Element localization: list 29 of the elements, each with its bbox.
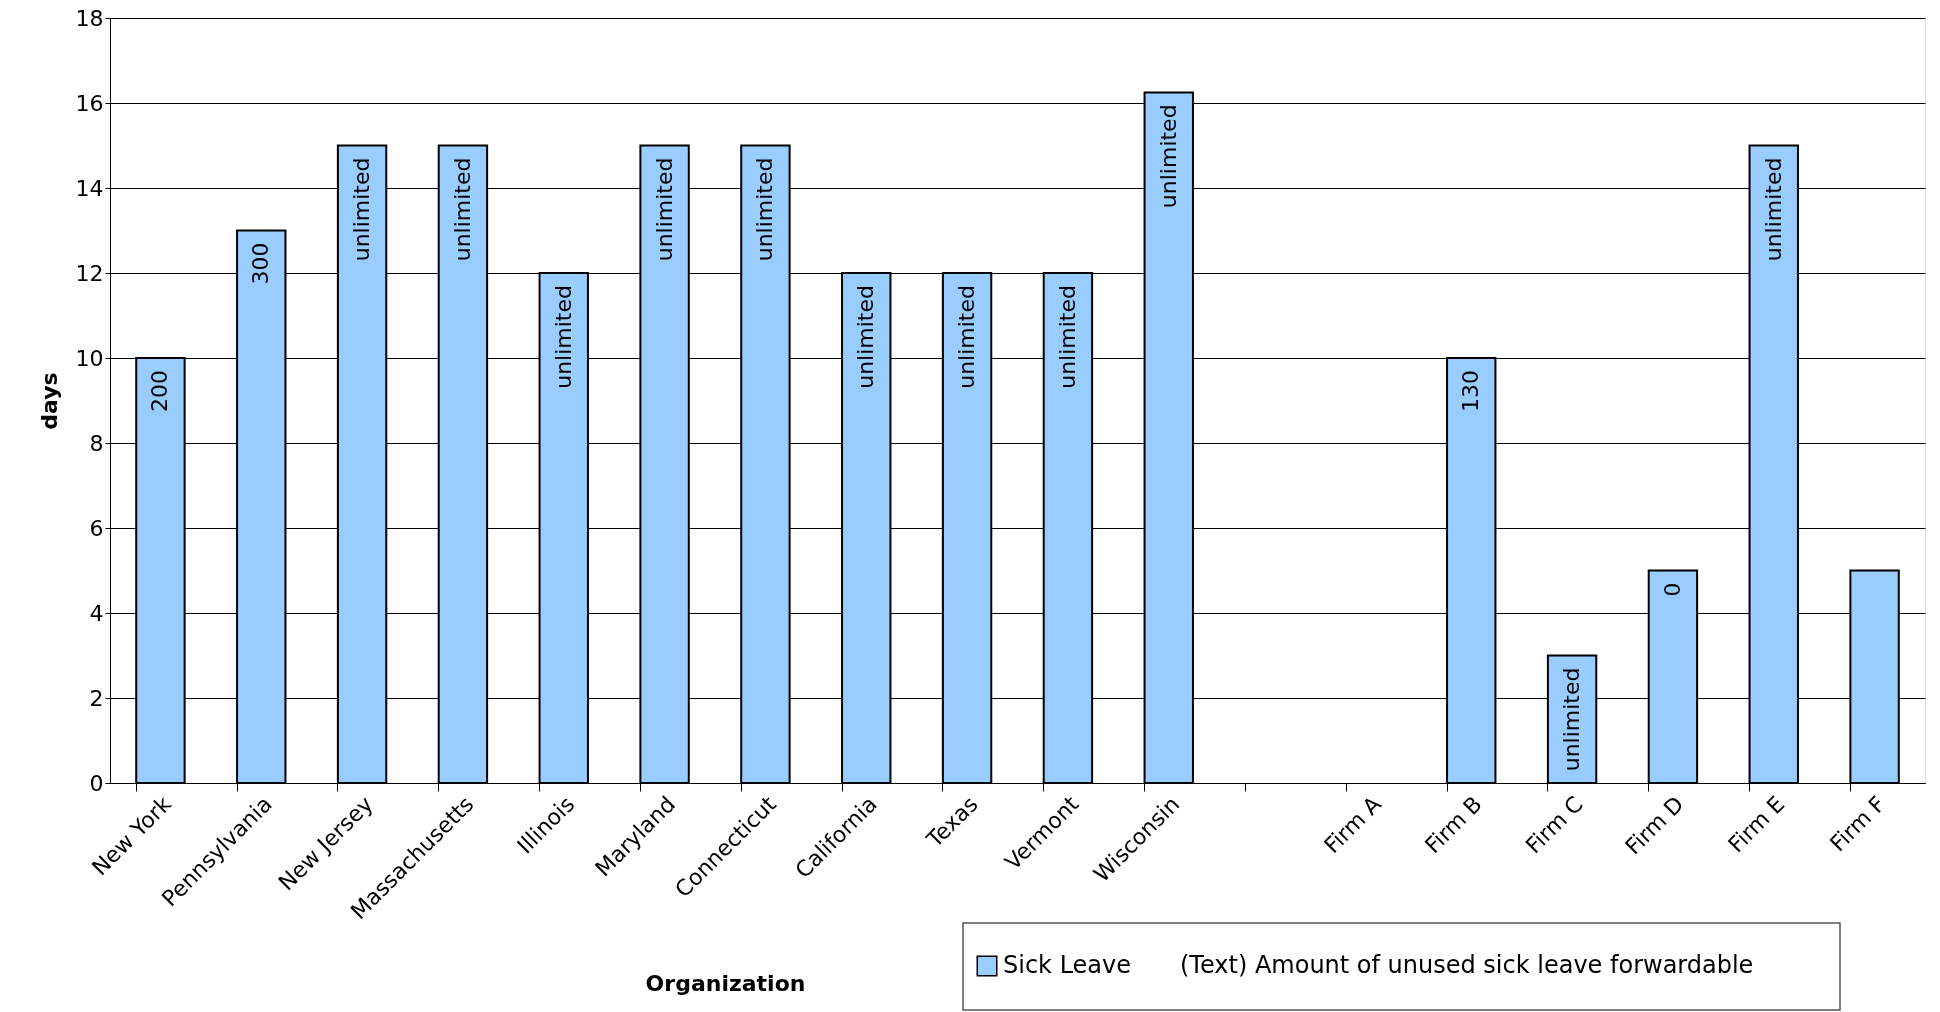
annotation: 300 bbox=[248, 242, 274, 285]
annotation: unlimited bbox=[1155, 104, 1181, 209]
y-tick-label: 12 bbox=[75, 260, 104, 286]
annotation: unlimited bbox=[349, 157, 375, 262]
text: (Text) Amount of unused sick leave forwardable bbox=[1180, 951, 1754, 979]
legend-label: Sick Leave bbox=[1003, 951, 1132, 979]
annotation: unlimited bbox=[550, 285, 576, 389]
y-tick-label: 18 bbox=[75, 5, 104, 31]
y-tick-label: 0 bbox=[89, 770, 104, 796]
y-tick-label: 10 bbox=[75, 345, 104, 371]
annotation: unlimited bbox=[1559, 667, 1585, 772]
y-tick-label: 2 bbox=[89, 685, 104, 711]
y-axis-title: days bbox=[36, 372, 62, 430]
y-tick-label: 4 bbox=[89, 600, 104, 626]
annotation: 130 bbox=[1458, 370, 1484, 412]
x-axis-title: Organization bbox=[645, 970, 806, 996]
y-tick-label: 8 bbox=[89, 430, 104, 456]
y-tick-label: 16 bbox=[75, 90, 104, 116]
annotation: unlimited bbox=[954, 285, 980, 389]
annotation: unlimited bbox=[651, 157, 677, 262]
annotation: unlimited bbox=[853, 285, 879, 389]
annotation: 0 bbox=[1659, 582, 1685, 597]
annotation: unlimited bbox=[449, 157, 475, 262]
annotation: 200 bbox=[147, 370, 173, 412]
annotation: unlimited bbox=[1054, 285, 1080, 389]
y-tick-label: 6 bbox=[89, 515, 104, 541]
annotation: unlimited bbox=[1760, 157, 1786, 262]
annotation: unlimited bbox=[752, 157, 778, 262]
y-tick-label: 14 bbox=[75, 175, 104, 201]
